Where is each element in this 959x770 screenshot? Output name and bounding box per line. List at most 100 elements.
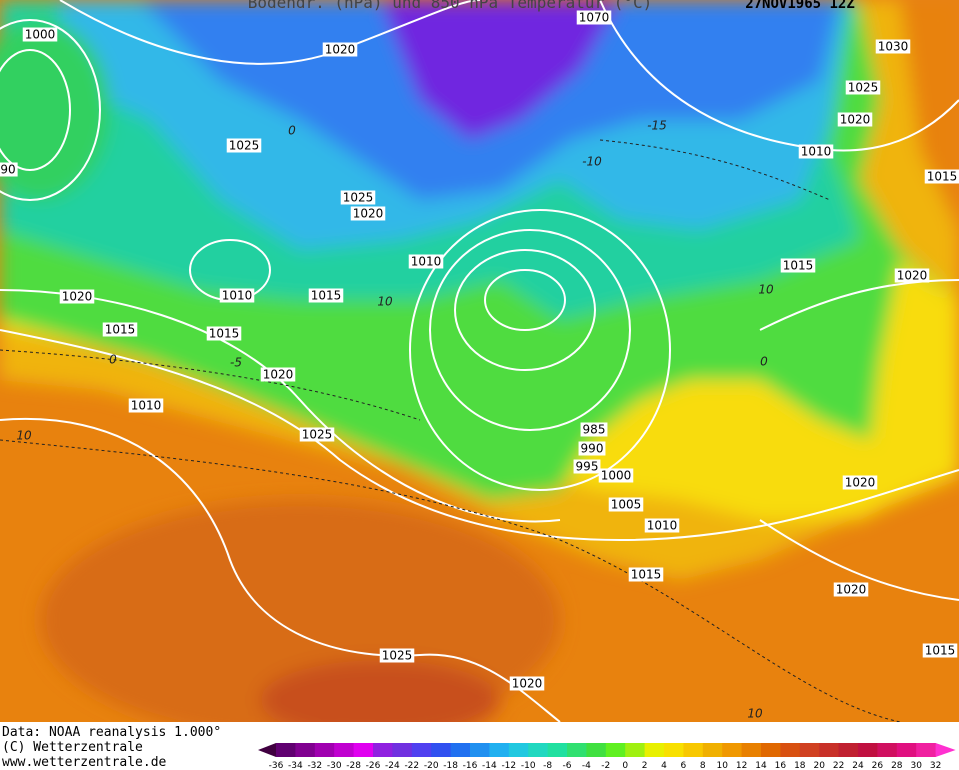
footer-source: Data: NOAA reanalysis 1.000° [2,725,221,740]
colorbar-bin [605,743,626,757]
isobar-label-box [59,289,95,304]
isobar-label: 1020 [325,43,356,57]
colorbar-tick-label: -6 [563,761,572,770]
colorbar-tick-label: -30 [327,761,342,770]
isotherm-label: -5 [230,356,242,370]
isobar-label: 995 [576,460,599,474]
isobar-label: 1000 [25,28,56,42]
colorbar-bin [470,743,490,757]
colorbar-bin [722,743,743,757]
isobar-label: 985 [583,423,606,437]
isobar-label: 1020 [62,290,93,304]
isobar-label: 990 [581,442,604,456]
isobar-label-box [128,398,164,413]
isobars [0,0,959,722]
colorbar-tick-label: -16 [463,761,478,770]
isobar-label-box [408,254,444,269]
colorbar-bin [508,743,529,757]
footer-url: www.wetterzentrale.de [2,755,167,770]
colorbar-bin [586,743,607,757]
colorbar-tick-label: -8 [543,761,552,770]
isobar-label: 1015 [105,323,136,337]
colorbar-bin [547,743,568,757]
isotherm-label: -15 [647,119,667,133]
isotherm-label: 10 [747,707,763,721]
isobar-label-box [299,427,335,442]
isobar-label: 1015 [927,170,958,184]
isobar-label: 1030 [878,40,909,54]
colorbar-tick-label: 14 [755,761,767,770]
colorbar-bin [528,743,549,757]
colorbar-bin [741,743,762,757]
colorbar-bin [334,743,355,757]
colorbar-bin [858,743,878,757]
colorbar-tick-label: 18 [794,761,806,770]
isobar-label: 1015 [925,644,956,658]
isobar-label: 1015 [311,289,342,303]
map-title: Bodendr. (hPa) und 850 hPa Temperatur (°… [248,0,653,12]
isobar-label: 1015 [209,327,240,341]
colorbar-bin [664,743,684,757]
colorbar-bin [780,743,801,757]
colorbar-tick-label: -24 [385,761,400,770]
isotherm-label: 10 [16,429,32,443]
colorbar-bin [450,743,471,757]
colorbar-tick-label: 0 [622,761,628,770]
isobar-label-box [0,162,18,177]
isobar-label: 1020 [512,677,543,691]
colorbar-bin [625,743,646,757]
isobar-label: 1070 [579,11,610,25]
isobar-label-box [260,367,296,382]
isobar-label-box [842,475,878,490]
isobar-label-box [628,567,664,582]
colorbar-tick-label: 8 [700,761,706,770]
colorbar-tick-label: 12 [736,761,747,770]
isobar-label: 1010 [801,145,832,159]
colorbar-bin [896,743,917,757]
isobar-label: 1005 [611,498,642,512]
colorbar-tick-label: -34 [288,761,303,770]
colorbar-bin [761,743,781,757]
colorbar-end [258,743,276,757]
isobar-label-box [509,676,545,691]
isobar-label-box [833,582,869,597]
map-date: 27NOV1965 12Z [745,0,855,12]
isobar-label: 1025 [229,139,260,153]
isobar-label-box [350,206,386,221]
colorbar-bin [276,743,296,757]
isotherms [0,139,901,722]
colorbar-tick-label: -12 [501,761,516,770]
colorbar-tick-label: -10 [521,761,536,770]
colorbar-tick-label: -18 [443,761,458,770]
colorbar-tick-label: -28 [346,761,361,770]
isobar-label-box [644,518,680,533]
isobar-label-box [580,422,608,437]
isobar-label: 1025 [302,428,333,442]
colorbar-tick-label: -36 [269,761,284,770]
isobar-label-box [576,10,612,25]
colorbar-tick-label: -14 [482,761,497,770]
colorbar-bin [392,743,413,757]
isobar-label-box [340,190,376,205]
isobar-label-box [219,288,255,303]
isobar-label-box [608,497,644,512]
colorbar-tick-label: -26 [366,761,381,770]
isobar-label-box [206,326,242,341]
isobar-label-box [924,169,959,184]
colorbar-tick-label: -32 [307,761,322,770]
colorbar-bin [431,743,452,757]
colorbar-bin [353,743,374,757]
colorbar: -36 -34 -32 -30 -28 -26 -24 -22 -20 -18 -16 -14 -12-… [258,743,956,770]
isobar-label: 1025 [343,191,374,205]
colorbar-tick-label: 32 [930,761,941,770]
isobar-label: 1020 [263,368,294,382]
isobar-label: 1010 [222,289,253,303]
isobar-label: 1025 [382,649,413,663]
colorbar-tick-label: 24 [852,761,864,770]
isobar-label: 1020 [353,207,384,221]
isobar-label: 1025 [848,81,879,95]
isobar-label-box [322,42,358,57]
isobar-label-box [845,80,881,95]
colorbar-tick-label: -4 [582,761,591,770]
